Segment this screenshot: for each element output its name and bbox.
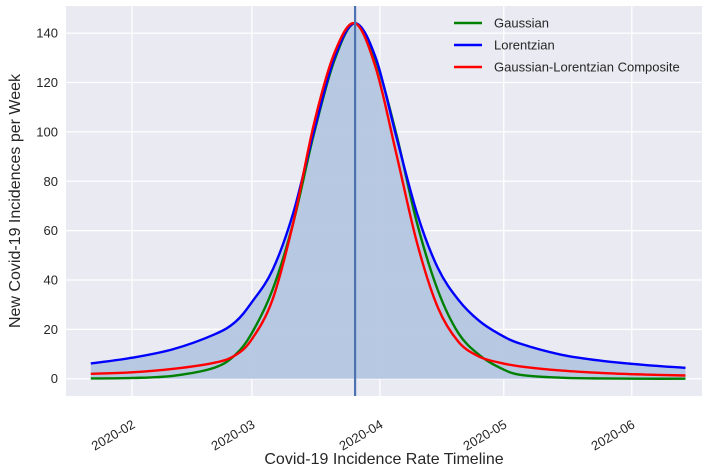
legend-label-2: Lorentzian <box>494 38 555 53</box>
shaded-area <box>90 23 686 379</box>
y-tick-label: 20 <box>44 322 58 337</box>
y-tick-labels: 0 20 40 60 80 100 120 140 <box>36 26 58 387</box>
x-axis-label: Covid-19 Incidence Rate Timeline <box>264 451 503 468</box>
x-tick-label: 2020-04 <box>337 417 386 454</box>
y-tick-label: 100 <box>36 124 58 139</box>
x-tick-labels: 2020-02 2020-03 2020-04 2020-05 2020-06 <box>89 417 638 454</box>
y-tick-label: 120 <box>36 75 58 90</box>
series-line-3 <box>90 21 686 377</box>
series-line-2 <box>90 22 686 370</box>
y-tick-label: 60 <box>44 223 58 238</box>
y-tick-label: 140 <box>36 26 58 41</box>
x-tick-label: 2020-06 <box>588 417 637 454</box>
legend: Gaussian Lorentzian Gaussian-Lorentzian Co… <box>454 16 680 75</box>
x-tick-label: 2020-03 <box>209 417 258 454</box>
y-tick-label: 80 <box>44 174 58 189</box>
x-tick-label: 2020-05 <box>460 417 509 454</box>
y-tick-label: 0 <box>51 371 58 386</box>
y-axis-label: New Covid-19 Incidences per Week <box>7 73 24 328</box>
legend-label-3: Gaussian-Lorentzian Composite <box>494 60 680 75</box>
series-lines <box>90 21 686 380</box>
x-tick-label: 2020-02 <box>89 417 138 454</box>
y-tick-label: 40 <box>44 272 58 287</box>
legend-label-1: Gaussian <box>494 16 549 31</box>
